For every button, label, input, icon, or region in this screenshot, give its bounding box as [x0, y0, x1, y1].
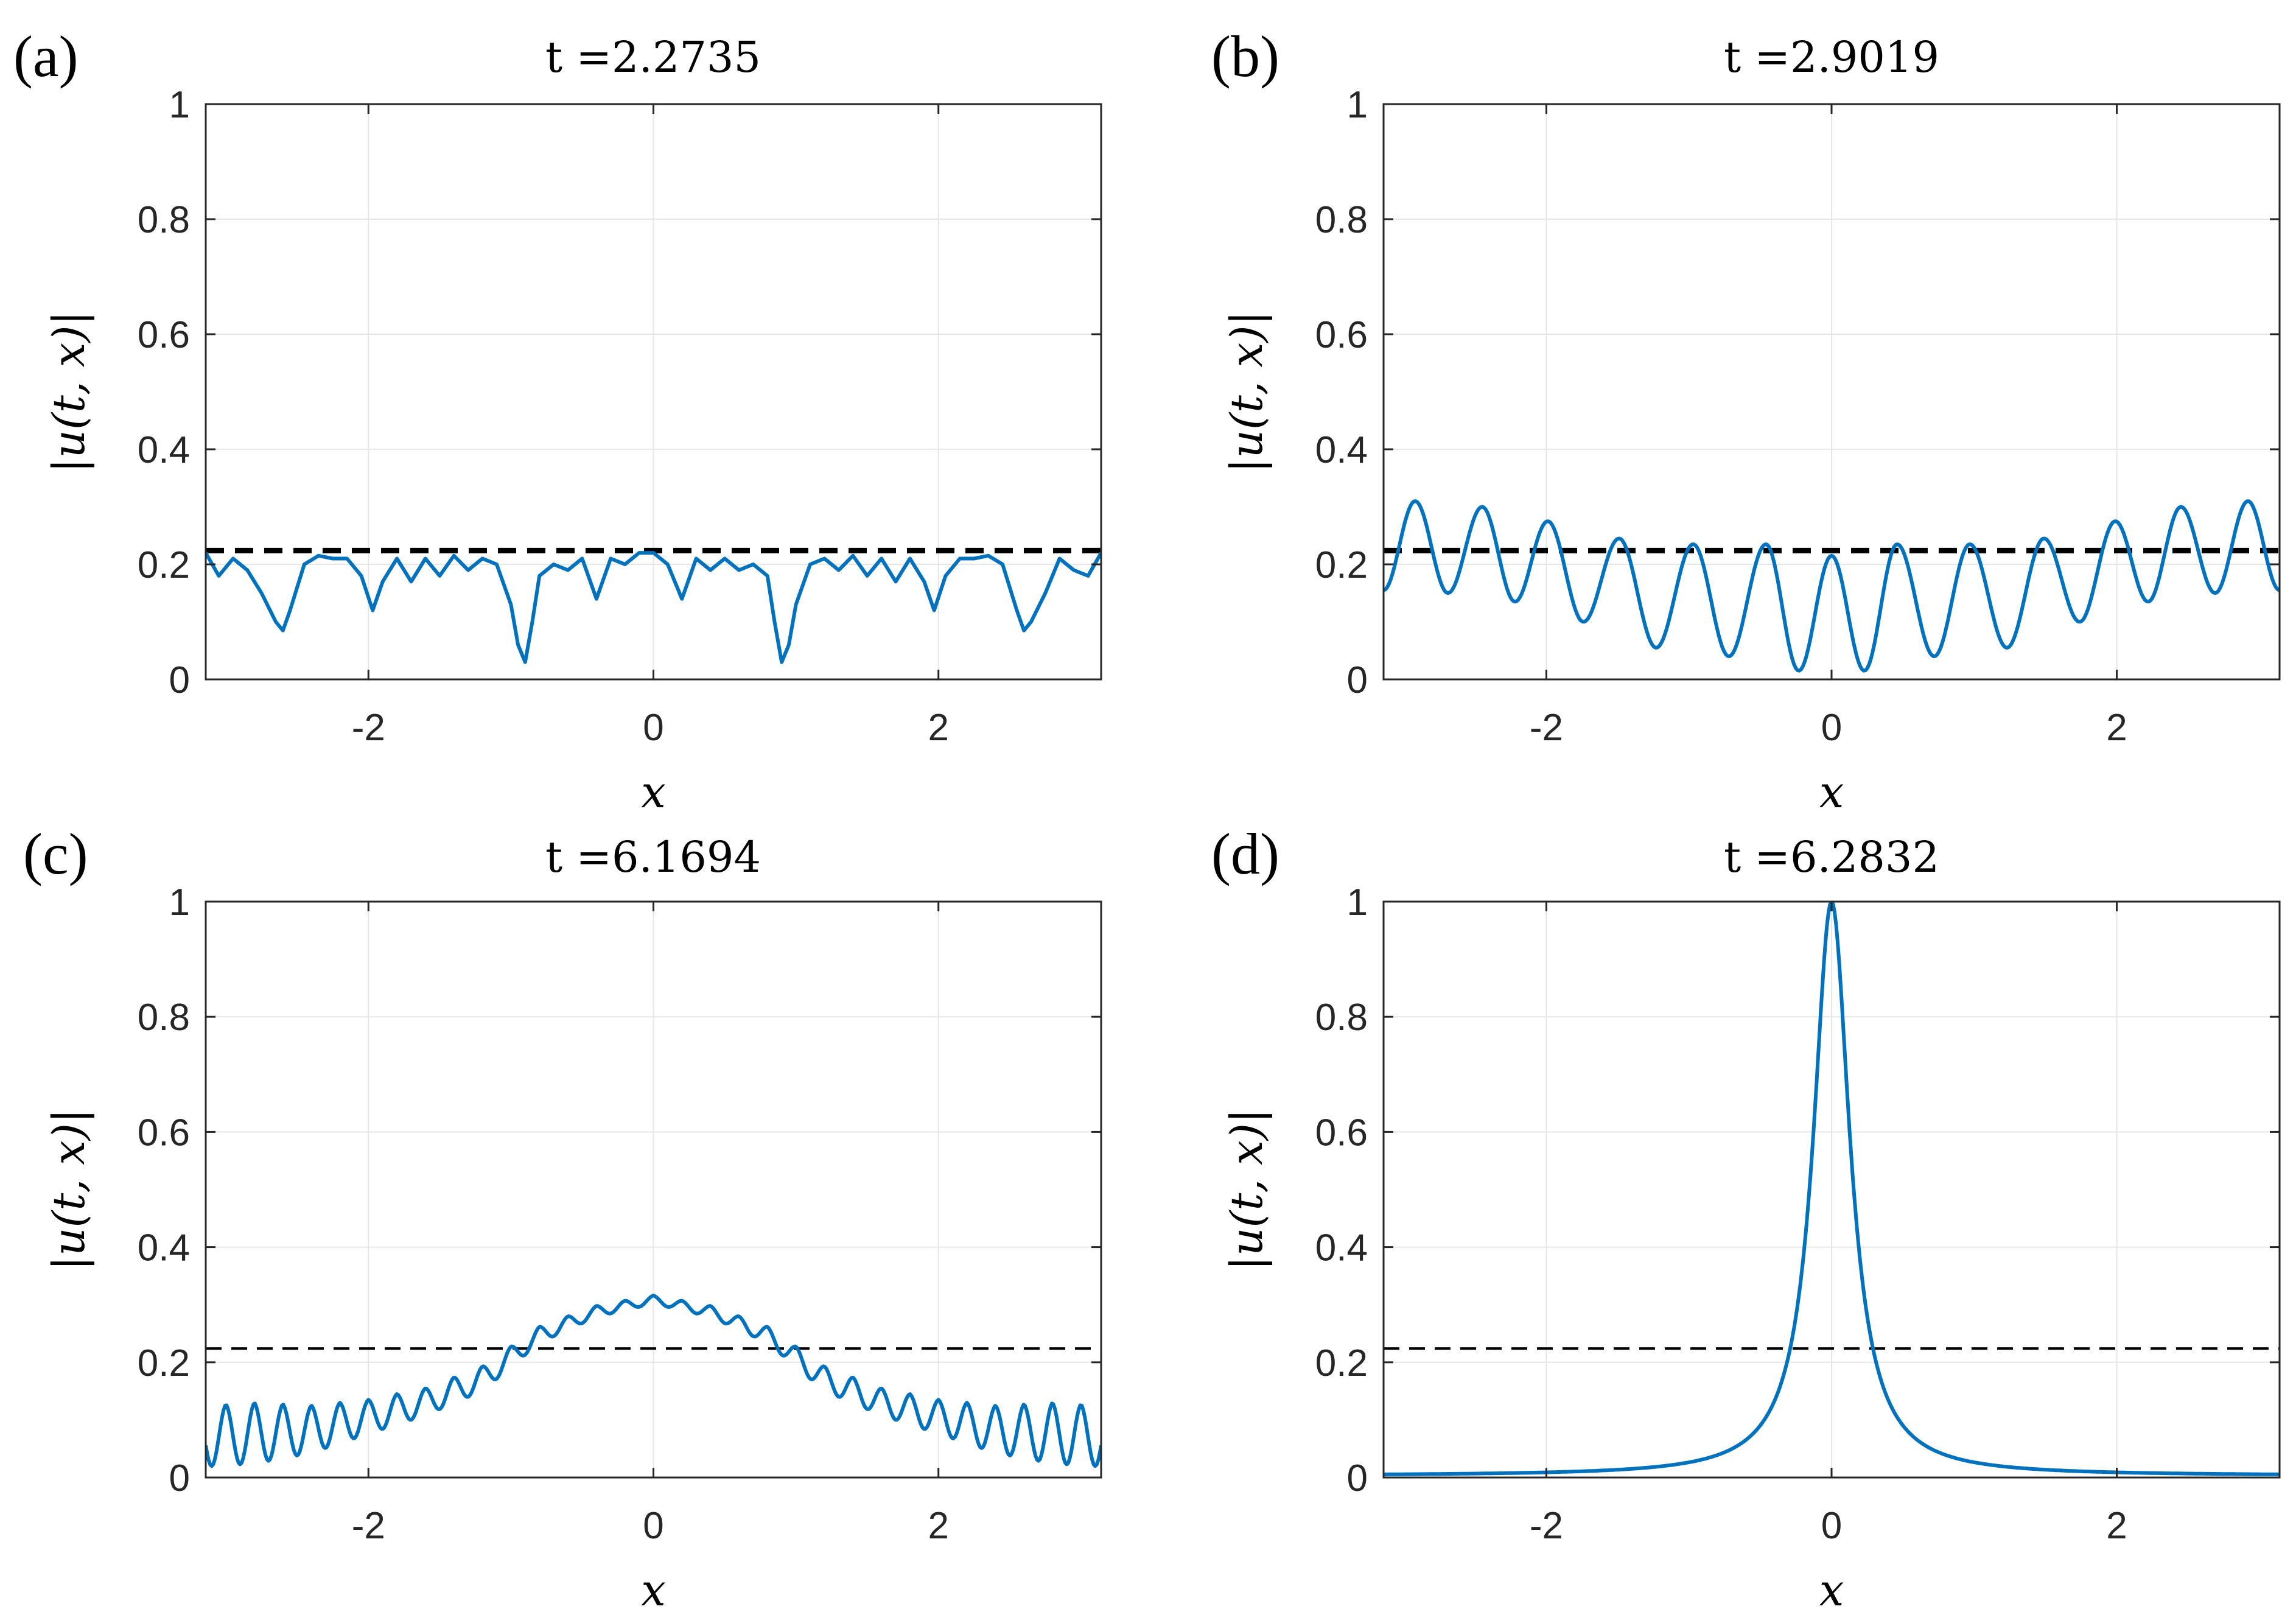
y-tick-label: 0.2 — [1315, 1342, 1368, 1384]
series-line — [206, 1294, 1101, 1468]
x-tick-label: -2 — [352, 1505, 385, 1547]
x-tick-label: -2 — [1530, 707, 1563, 749]
y-tick-label: 0.8 — [138, 997, 190, 1039]
panel-title: t =2.9019 — [1724, 32, 1939, 82]
panel-2: -2 0 2 0 0.2 0.4 0.6 0.8 1 t =2.9019 (b) x |u(t, x)| — [1211, 24, 2281, 818]
x-tick-label: 2 — [2106, 1505, 2127, 1547]
y-tick-label: 0 — [169, 1457, 190, 1499]
y-tick-label: 0.6 — [138, 1112, 190, 1154]
y-tick-label: 1 — [169, 84, 190, 126]
y-axis-label: |u(t, x)| — [1221, 310, 1272, 472]
y-tick-label: 0 — [1347, 1457, 1368, 1499]
y-tick-label: 0.2 — [138, 1342, 190, 1384]
x-tick-label: -2 — [1530, 1505, 1563, 1547]
y-tick-label: 0.8 — [138, 199, 190, 241]
panel-title: t =2.2735 — [545, 32, 761, 82]
x-tick-label: 0 — [643, 1505, 663, 1547]
x-axis-label: x — [641, 1565, 666, 1609]
x-tick-label: 0 — [643, 707, 663, 749]
x-tick-label: 2 — [928, 707, 948, 749]
y-tick-label: 0.6 — [1315, 1112, 1368, 1154]
y-tick-label: 0.2 — [138, 544, 190, 586]
y-tick-label: 0.4 — [138, 429, 190, 471]
y-tick-label: 1 — [1347, 84, 1368, 126]
series-line — [1384, 902, 2280, 1476]
panel-title: t =6.2832 — [1724, 832, 1939, 882]
series-line — [1384, 499, 2280, 673]
panel-label: (d) — [1211, 821, 1279, 886]
y-tick-label: 0.4 — [138, 1227, 190, 1269]
panel-1: -2 0 2 0 0.2 0.4 0.6 0.8 1 t =2.2735 (a) x |u(t, x)| — [13, 24, 1102, 818]
y-tick-label: 0 — [169, 659, 190, 701]
x-tick-label: 2 — [2106, 707, 2127, 749]
x-tick-label: 2 — [928, 1505, 948, 1547]
panel-label: (c) — [23, 821, 88, 886]
y-axis-label: |u(t, x)| — [1221, 1109, 1272, 1271]
y-axis-label: |u(t, x)| — [43, 1109, 94, 1271]
y-tick-label: 0.6 — [138, 314, 190, 356]
y-tick-label: 1 — [1347, 882, 1368, 924]
y-tick-label: 1 — [169, 882, 190, 924]
panel-label: (b) — [1211, 24, 1279, 89]
y-axis-label: |u(t, x)| — [43, 310, 94, 472]
y-tick-label: 0.4 — [1315, 429, 1368, 471]
y-tick-label: 0 — [1347, 659, 1368, 701]
x-tick-label: 0 — [1821, 707, 1842, 749]
panel-3: -2 0 2 0 0.2 0.4 0.6 0.8 1 t =6.1694 (c) x |u(t, x)| — [23, 821, 1102, 1609]
y-tick-label: 0.8 — [1315, 997, 1368, 1039]
panel-label: (a) — [13, 24, 79, 89]
x-axis-label: x — [641, 766, 666, 818]
x-axis-label: x — [1819, 766, 1844, 818]
x-tick-label: -2 — [352, 707, 385, 749]
x-axis-label: x — [1819, 1565, 1844, 1609]
x-tick-label: 0 — [1821, 1505, 1842, 1547]
panel-4: -2 0 2 0 0.2 0.4 0.6 0.8 1 t =6.2832 (d) x |u(t, x)| — [1211, 821, 2281, 1609]
y-tick-label: 0.6 — [1315, 314, 1368, 356]
y-tick-label: 0.2 — [1315, 544, 1368, 586]
panel-title: t =6.1694 — [545, 832, 761, 882]
y-tick-label: 0.8 — [1315, 199, 1368, 241]
y-tick-label: 0.4 — [1315, 1227, 1368, 1269]
series-line — [206, 551, 1101, 664]
